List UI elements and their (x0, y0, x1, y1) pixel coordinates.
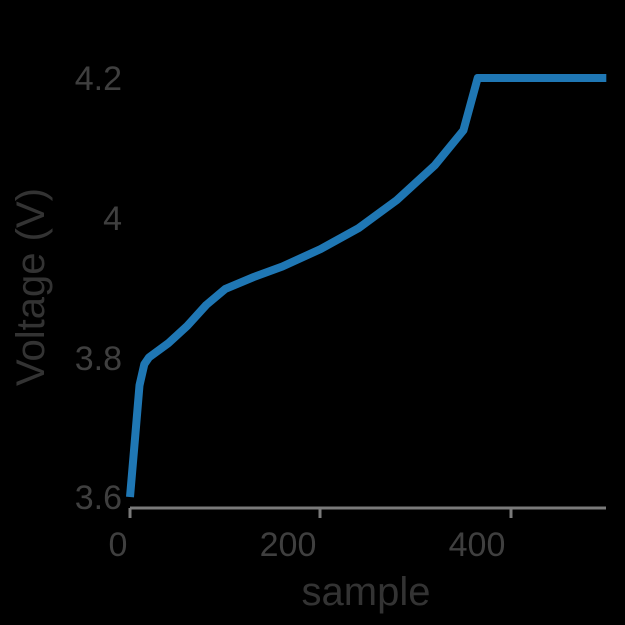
y-axis-label: Voltage (V) (9, 188, 53, 386)
x-tick-label: 0 (109, 526, 128, 564)
x-tick-label: 400 (449, 526, 506, 564)
plot-area (126, 74, 607, 498)
x-tick-label: 200 (260, 526, 317, 564)
y-tick-label: 3.8 (75, 340, 122, 378)
voltage-line (126, 74, 607, 498)
x-axis-label: sample (302, 570, 431, 614)
y-tick-label: 4 (103, 200, 122, 238)
y-tick-label: 3.6 (75, 479, 122, 517)
y-tick-label: 4.2 (75, 60, 122, 98)
